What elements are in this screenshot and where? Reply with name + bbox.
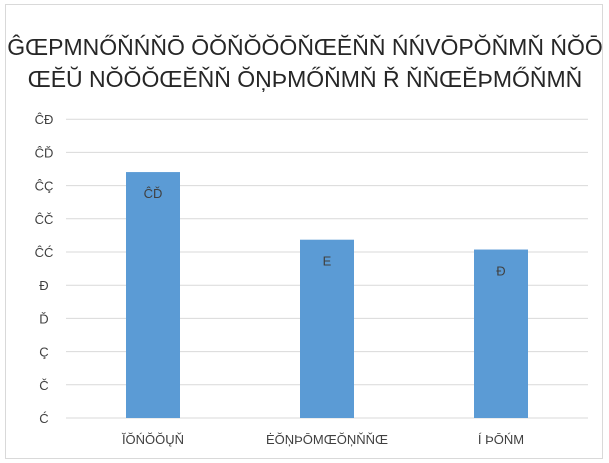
data-labels: ĈĎ E Đ xyxy=(144,186,506,278)
y-tick-label: Č xyxy=(39,378,48,393)
y-tick-label: ĈĎ xyxy=(35,145,54,160)
bar xyxy=(474,249,528,418)
x-tick-label: Í ÞŌŃM xyxy=(478,432,524,447)
y-tick-label: Ď xyxy=(39,311,48,326)
bar xyxy=(126,172,180,418)
chart-title-line-1: ĜŒPMNŐŇŃŇŌ ŌŎŇŎŎŌŇŒĔŇŇ ŃŃVŌPŎŇMŇ ŃŎŌ xyxy=(7,33,602,60)
y-axis-ticks: Ć Č Ç Ď Đ ĈĆ ĈČ ĈÇ ĈĎ ĈĐ xyxy=(35,112,54,426)
y-tick-label: Ć xyxy=(39,411,48,426)
chart-title-line-2: ŒĔŬ NŎŎŎŒĔŇŇ ŎŅÞMŐŇMŇ Ř ŇŇŒĔÞMŐŇMŇ xyxy=(28,66,583,92)
data-label: Đ xyxy=(496,264,505,279)
y-tick-label: Đ xyxy=(39,278,48,293)
bars xyxy=(126,172,528,418)
y-tick-label: ĈÇ xyxy=(35,179,54,194)
y-tick-label: ĈČ xyxy=(35,212,54,227)
data-label: E xyxy=(323,254,332,269)
bar-chart: ĜŒPMNŐŇŃŇŌ ŌŎŇŎŎŌŇŒĔŇŇ ŃŃVŌPŎŇMŇ ŃŎŌ ŒĔŬ… xyxy=(7,33,602,447)
y-tick-label: ĈĐ xyxy=(35,112,54,127)
x-axis-ticks: ĬŎŃŎŎŲŇ ĖŎŅÞŌMŒŎŅŇŇŒ Í ÞŌŃM xyxy=(121,432,524,447)
chart-frame: ĜŒPMNŐŇŃŇŌ ŌŎŇŎŎŌŇŒĔŇŇ ŃŃVŌPŎŇMŇ ŃŎŌ ŒĔŬ… xyxy=(5,4,603,459)
x-tick-label: ĬŎŃŎŎŲŇ xyxy=(121,432,184,447)
x-tick-label: ĖŎŅÞŌMŒŎŅŇŇŒ xyxy=(266,432,388,447)
data-label: ĈĎ xyxy=(144,186,163,201)
y-tick-label: Ç xyxy=(39,345,48,360)
y-tick-label: ĈĆ xyxy=(35,245,54,260)
bar xyxy=(300,239,354,418)
